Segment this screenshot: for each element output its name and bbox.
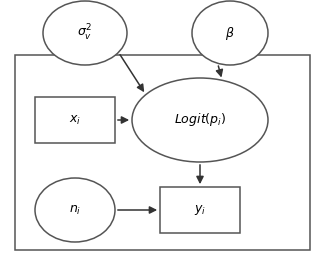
Ellipse shape <box>192 1 268 65</box>
Ellipse shape <box>132 78 268 162</box>
Text: $n_i$: $n_i$ <box>69 204 81 217</box>
Text: $\sigma_v^2$: $\sigma_v^2$ <box>77 23 92 43</box>
Text: $y_i$: $y_i$ <box>194 203 206 217</box>
Text: $Logit(p_i)$: $Logit(p_i)$ <box>174 112 226 129</box>
Ellipse shape <box>43 1 127 65</box>
Ellipse shape <box>35 178 115 242</box>
Bar <box>35 97 115 143</box>
Text: $\beta$: $\beta$ <box>225 25 235 42</box>
Text: $x_i$: $x_i$ <box>69 113 81 127</box>
Bar <box>160 187 240 233</box>
Bar <box>15 55 310 250</box>
